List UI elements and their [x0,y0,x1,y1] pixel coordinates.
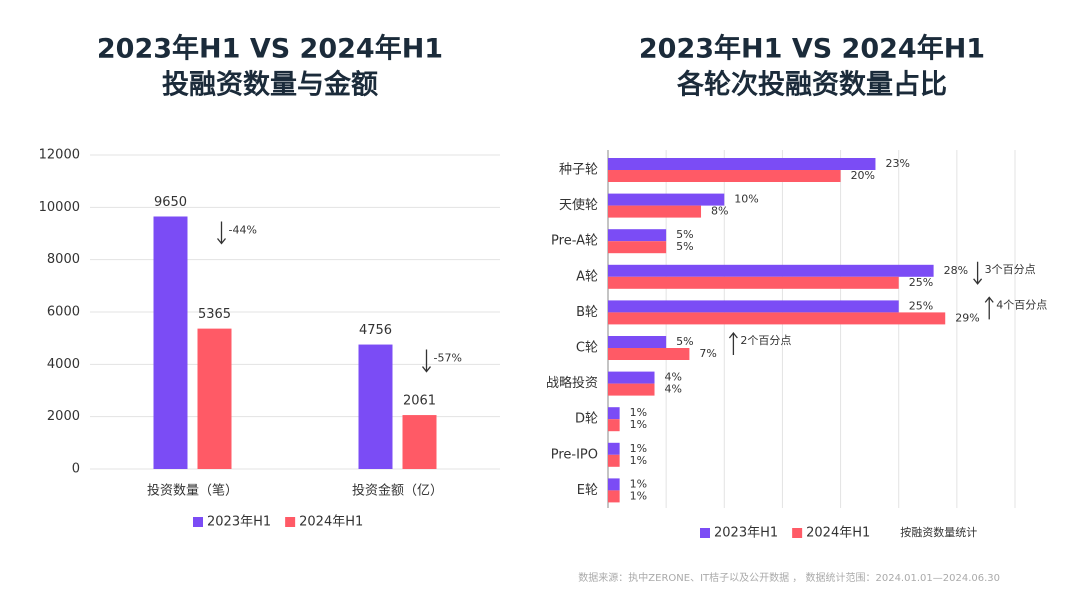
value-label: 1% [630,406,647,419]
change-arrow [728,331,738,355]
value-label: 5% [676,335,693,348]
chart-title: 2023年H1 VS 2024年H1 [639,33,985,65]
bar [608,205,702,218]
value-label: 25% [909,299,933,312]
y-tick-label: Pre-IPO [551,447,598,462]
y-tick-label: 战略投资 [546,375,598,391]
y-tick-label: D轮 [575,412,598,427]
bar [608,170,841,182]
change-label: 2个百分点 [740,334,791,347]
value-label: 28% [944,264,968,277]
value-label: 5365 [198,307,231,322]
y-tick-label: 12000 [39,148,80,163]
value-label: 20% [851,169,875,182]
chart-title: 投融资数量与金额 [162,69,378,101]
chart-note: 按融资数量统计 [900,525,977,539]
legend-swatch [285,517,296,527]
legend-label: 2023年H1 [207,515,271,530]
y-tick-label: 4000 [47,357,80,372]
value-label: 1% [630,418,647,431]
bar [608,312,946,325]
change-label: 3个百分点 [985,263,1036,276]
value-label: 5% [676,240,693,253]
value-label: 29% [955,311,979,324]
value-label: 2061 [403,394,436,409]
bar [608,348,690,360]
value-label: 9650 [154,195,187,210]
value-label: 1% [630,454,647,467]
y-tick-label: 2000 [47,409,80,424]
value-label: 1% [630,442,647,455]
bar [608,371,655,384]
change-arrow [973,261,983,285]
value-label: 23% [885,157,909,170]
y-tick-label: Pre-A轮 [551,234,598,249]
y-tick-label: 8000 [47,252,80,267]
bar [358,344,393,469]
value-label: 5% [676,228,693,241]
chart-title: 2023年H1 VS 2024年H1 [97,33,443,65]
footer: 数据来源：执中ZERONE、IT桔子以及公开数据 ， 数据统计范围：2024.0… [578,571,1000,584]
y-tick-label: C轮 [576,341,598,356]
bar [608,419,620,432]
y-tick-label: B轮 [576,305,598,320]
y-tick-label: 6000 [47,305,80,320]
bar [197,328,232,469]
bar [608,336,667,348]
change-arrow [984,296,994,320]
bar [608,383,655,396]
x-tick-label: 投资金额（亿） [352,483,443,499]
y-tick-label: 10000 [39,200,80,215]
value-label: 10% [734,193,758,206]
change-label: -44% [229,223,257,236]
y-tick-label: 种子轮 [559,163,598,178]
value-label: 4756 [359,323,392,338]
legend-swatch [792,528,803,538]
bar [608,158,876,170]
value-label: 25% [909,276,933,289]
value-label: 8% [711,205,728,218]
bar [608,264,934,277]
change-arrow [216,221,227,245]
bar [608,300,899,313]
change-label: 4个百分点 [996,298,1047,311]
legend-label: 2024年H1 [299,515,363,530]
bar [608,193,725,206]
bar [608,490,620,503]
bar [153,216,188,469]
legend-swatch [193,517,203,527]
y-tick-label: 天使轮 [559,197,598,213]
value-label: 1% [630,477,647,490]
bar [608,407,620,420]
bar [608,478,620,491]
bar [608,442,620,455]
legend-swatch [700,528,710,538]
bar [608,276,899,289]
y-tick-label: A轮 [576,269,598,284]
x-tick-label: 投资数量（笔） [147,483,238,499]
value-label: 4% [665,383,682,396]
bar [608,241,667,254]
y-tick-label: 0 [72,462,80,477]
y-tick-label: E轮 [577,483,598,498]
bar [402,415,437,469]
change-label: -57% [434,352,462,365]
chart-title: 各轮次投融资数量占比 [676,69,947,101]
bar [608,454,620,467]
bar [608,229,667,242]
value-label: 1% [630,489,647,502]
value-label: 7% [699,347,716,360]
value-label: 4% [665,371,682,384]
legend-label: 2023年H1 [714,526,778,541]
legend-label: 2024年H1 [806,526,870,541]
change-arrow [421,349,432,373]
